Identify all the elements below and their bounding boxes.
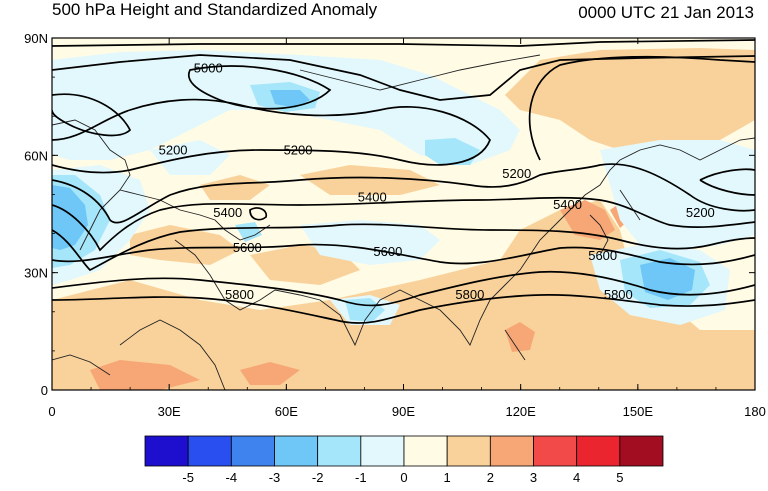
colorbar-swatch	[403, 435, 448, 467]
contour-label: 5800	[455, 287, 484, 302]
colorbar-swatch	[187, 435, 232, 467]
x-tick-label: 60E	[275, 404, 298, 419]
colorbar-label: 2	[487, 470, 494, 485]
x-tick-label: 180	[744, 404, 766, 419]
colorbar-label: 1	[444, 470, 451, 485]
colorbar-swatch	[317, 435, 362, 467]
y-tick-label: 30N	[24, 266, 48, 281]
contour-label: 5800	[604, 287, 633, 302]
contour-label: 5200	[159, 142, 188, 157]
colorbar-swatch	[576, 435, 621, 467]
colorbar-label: 3	[530, 470, 537, 485]
x-tick-label: 120E	[505, 404, 536, 419]
x-tick-label: 0	[48, 404, 55, 419]
colorbar-swatch	[230, 435, 275, 467]
timestamp: 0000 UTC 21 Jan 2013	[578, 3, 754, 22]
contour-label: 5600	[233, 240, 262, 255]
colorbar-label: 0	[400, 470, 407, 485]
y-axis: 0 30N 60N 90N	[24, 31, 755, 398]
contour-label: 5200	[502, 166, 531, 181]
contour-labels: 5000 5200 5200 5200 5200 5400 5400 5400 5600 5600…	[159, 60, 715, 302]
contour-label: 5600	[588, 248, 617, 263]
chart-title: 500 hPa Height and Standardized Anomaly	[52, 0, 378, 19]
contour-label: 5800	[225, 287, 254, 302]
contour-label: 5200	[686, 205, 715, 220]
colorbar-label: -1	[355, 470, 367, 485]
contour-label: 5200	[284, 142, 313, 157]
contour-label: 5400	[213, 205, 242, 220]
colorbar-label: 4	[573, 470, 580, 485]
colorbar-label: -3	[269, 470, 281, 485]
y-tick-label: 90N	[24, 31, 48, 46]
colorbar-swatch	[446, 435, 491, 467]
x-tick-label: 150E	[623, 404, 654, 419]
colorbar-swatch	[360, 435, 405, 467]
colorbar-label: -2	[312, 470, 324, 485]
x-axis: 0 30E 60E 90E 120E 150E 180	[48, 38, 766, 419]
x-tick-label: 30E	[158, 404, 181, 419]
colorbar-swatch	[533, 435, 578, 467]
colorbar: -5 -4 -3 -2 -1 0 1 2 3 4 5	[144, 435, 664, 485]
anomaly-shading	[52, 38, 755, 390]
coastlines	[52, 54, 755, 390]
contour-label: 5400	[553, 197, 582, 212]
colorbar-label: 5	[616, 470, 623, 485]
y-tick-label: 60N	[24, 148, 48, 163]
contour-label: 5400	[358, 189, 387, 204]
height-contours	[52, 39, 755, 324]
colorbar-label: -5	[182, 470, 194, 485]
colorbar-swatch	[144, 435, 189, 467]
colorbar-swatch	[489, 435, 534, 467]
x-tick-label: 90E	[392, 404, 415, 419]
y-tick-label: 0	[41, 383, 48, 398]
colorbar-swatch	[274, 435, 319, 467]
contour-label: 5600	[373, 244, 402, 259]
colorbar-swatch	[619, 435, 664, 467]
contour-label: 5000	[194, 60, 223, 75]
colorbar-label: -4	[226, 470, 238, 485]
